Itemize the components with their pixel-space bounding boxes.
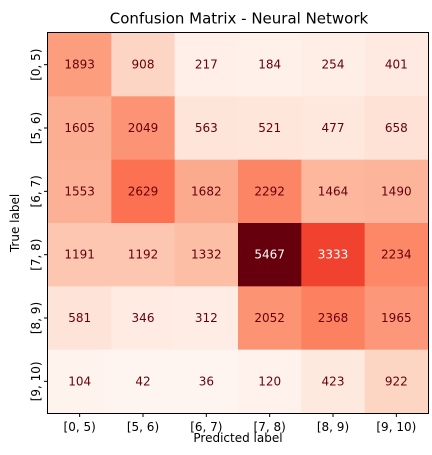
heatmap-cell: [48, 349, 112, 414]
heatmap-cell: [238, 223, 302, 287]
y-tick-label: [6, 7): [29, 175, 43, 207]
cell-value-label: 423: [322, 374, 345, 388]
heatmap-cell: [364, 286, 429, 351]
cell-value-label: 1682: [191, 184, 222, 198]
heatmap-cell: [364, 223, 429, 287]
heatmap-cell: [48, 33, 112, 97]
heatmap-cell: [48, 159, 112, 224]
x-tick-label: [6, 7): [190, 420, 222, 434]
heatmap-cell: [238, 33, 302, 97]
cell-value-label: 1191: [64, 248, 95, 262]
cell-value-label: 581: [68, 311, 91, 325]
cell-value-label: 1965: [381, 311, 412, 325]
x-tick-label: [5, 6): [127, 420, 159, 434]
y-tick-label: [7, 8): [29, 239, 43, 271]
y-tick-label: [0, 5): [29, 49, 43, 81]
cell-value-label: 2368: [318, 311, 349, 325]
cell-value-label: 42: [135, 374, 150, 388]
heatmap-cell: [48, 96, 112, 161]
heatmap-cell: [48, 223, 112, 287]
heatmap-cell: [301, 223, 366, 287]
heatmap-cell: [174, 96, 239, 161]
cell-value-label: 346: [132, 311, 155, 325]
heatmap-cell: [174, 33, 239, 97]
heatmap-cell: [111, 33, 176, 97]
cell-value-label: 521: [258, 121, 281, 135]
heatmap-cell: [111, 159, 176, 224]
heatmap-cell: [301, 96, 366, 161]
x-tick-label: [7, 8): [254, 420, 286, 434]
cell-value-label: 217: [195, 58, 218, 72]
cell-value-label: 3333: [318, 248, 349, 262]
heatmap-cell: [174, 286, 239, 351]
x-axis-ticks: [0, 5) [5, 6) [6, 7) [7, 8) [8, 9) [9, 10): [64, 413, 416, 434]
cell-value-label: 184: [258, 58, 281, 72]
heatmap-cell: [111, 96, 176, 161]
heatmap-cell: [174, 223, 239, 287]
heatmap-cell: [364, 349, 429, 414]
cell-value-label: 2234: [381, 248, 412, 262]
heatmap-cell: [111, 286, 176, 351]
heatmap-cell: [301, 349, 366, 414]
cell-value-label: 312: [195, 311, 218, 325]
cell-value-label: 922: [385, 374, 408, 388]
y-tick-label: [8, 9): [29, 302, 43, 334]
heatmap-cell: [48, 286, 112, 351]
cell-value-label: 2292: [254, 184, 285, 198]
x-tick-label: [9, 10): [376, 420, 416, 434]
y-axis-label: True label: [8, 194, 22, 253]
heatmap-cell-labels: 1893 908 217 184 254 401 1605 2049 563 521 477 658 1…: [64, 58, 411, 389]
cell-value-label: 477: [322, 121, 345, 135]
chart-title: Confusion Matrix - Neural Network: [110, 10, 369, 28]
x-axis-label: Predicted label: [193, 431, 282, 445]
cell-value-label: 120: [258, 374, 281, 388]
cell-value-label: 254: [322, 58, 345, 72]
plot-frame: [47, 32, 429, 414]
cell-value-label: 1464: [318, 184, 349, 198]
cell-value-label: 104: [68, 374, 91, 388]
heatmap-cell: [364, 159, 429, 224]
x-tick-label: [8, 9): [317, 420, 349, 434]
heatmap-cells: [48, 33, 429, 414]
cell-value-label: 2629: [128, 184, 159, 198]
cell-value-label: 658: [385, 121, 408, 135]
heatmap-cell: [364, 33, 429, 97]
heatmap-cell: [174, 349, 239, 414]
cell-value-label: 5467: [254, 248, 285, 262]
heatmap-cell: [238, 286, 302, 351]
cell-value-label: 2049: [128, 121, 159, 135]
cell-value-label: 401: [385, 58, 408, 72]
cell-value-label: 2052: [254, 311, 285, 325]
heatmap-cell: [301, 286, 366, 351]
cell-value-label: 908: [132, 58, 155, 72]
heatmap-cell: [174, 159, 239, 224]
cell-value-label: 36: [199, 374, 214, 388]
heatmap-cell: [238, 159, 302, 224]
heatmap-cell: [111, 223, 176, 287]
x-tick-label: [0, 5): [64, 420, 96, 434]
y-axis-ticks: [0, 5) [5, 6) [6, 7) [7, 8) [8, 9) [9, 10): [29, 49, 48, 401]
heatmap-cell: [238, 349, 302, 414]
cell-value-label: 1490: [381, 184, 412, 198]
heatmap-cell: [301, 33, 366, 97]
cell-value-label: 1332: [191, 248, 222, 262]
heatmap-cell: [301, 159, 366, 224]
cell-value-label: 1192: [128, 248, 159, 262]
heatmap-cell: [238, 96, 302, 161]
y-tick-label: [5, 6): [29, 112, 43, 144]
y-tick-label: [9, 10): [29, 361, 43, 401]
cell-value-label: 1605: [64, 121, 95, 135]
heatmap-cell: [111, 349, 176, 414]
heatmap-cell: [364, 96, 429, 161]
cell-value-label: 1553: [64, 184, 95, 198]
cell-value-label: 1893: [64, 58, 95, 72]
cell-value-label: 563: [195, 121, 218, 135]
